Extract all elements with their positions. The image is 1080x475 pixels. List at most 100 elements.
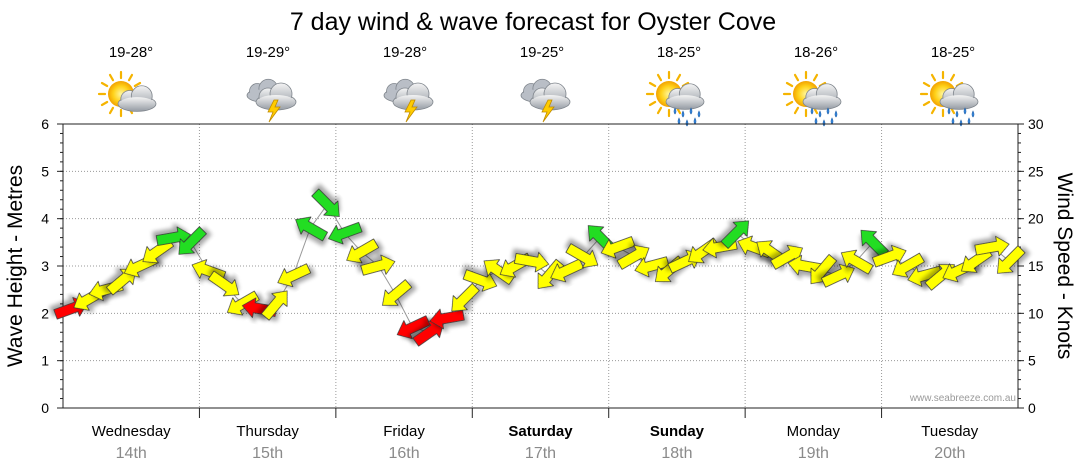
right-tick-label: 30 — [1028, 116, 1044, 132]
wind-arrow — [634, 256, 670, 278]
left-tick-label: 2 — [41, 305, 49, 321]
partly-cloudy-icon — [97, 70, 157, 118]
right-axis-label: Wind Speed - Knots — [1053, 173, 1076, 360]
wind-arrow — [513, 251, 550, 273]
left-axis-label: Wave Height - Metres — [4, 165, 27, 367]
wind-arrow — [451, 283, 480, 312]
wind-arrow — [720, 220, 750, 249]
rain-drop — [689, 107, 693, 115]
day-date-label: 20th — [934, 445, 965, 462]
day-name-label: Tuesday — [921, 423, 978, 440]
day-name-label: Wednesday — [92, 423, 171, 440]
wind-arrow — [226, 290, 260, 316]
cloud-shape — [529, 82, 571, 111]
left-axis: 0 1 2 3 4 5 6 — [41, 116, 63, 416]
rain-drop — [963, 107, 967, 115]
wind-arrow — [974, 235, 1010, 257]
wind-arrow — [360, 254, 396, 276]
left-tick-label: 4 — [41, 211, 49, 227]
day-name-label: Monday — [787, 423, 841, 440]
rain-drop — [826, 107, 830, 115]
thunderstorm-icon — [520, 78, 571, 123]
rain-drop — [830, 117, 834, 125]
wind-arrow — [277, 263, 312, 288]
wind-arrow — [892, 252, 925, 278]
sun-showers-icon — [919, 70, 979, 127]
day-name-label: Thursday — [236, 423, 299, 440]
wind-arrow — [429, 308, 465, 330]
wind-arrow — [840, 249, 874, 275]
rain-drop — [810, 107, 814, 115]
rain-drop — [693, 117, 697, 125]
wind-arrow — [261, 290, 288, 321]
wind-arrow — [346, 238, 380, 264]
wind-arrow — [382, 279, 413, 306]
rain-drop — [681, 110, 685, 118]
temperature-range: 19-28° — [109, 44, 153, 61]
right-tick-label: 0 — [1028, 400, 1036, 416]
rain-drop — [955, 110, 959, 118]
rain-drop — [959, 119, 963, 127]
thunderstorm-icon — [246, 78, 297, 123]
chart-title: 7 day wind & wave forecast for Oyster Co… — [290, 8, 776, 36]
wind-arrow — [396, 315, 431, 340]
rain-drop — [951, 117, 955, 125]
wind-arrow — [997, 245, 1026, 274]
left-tick-label: 5 — [41, 163, 49, 179]
rain-drop — [677, 117, 681, 125]
wind-arrow — [412, 320, 445, 347]
right-tick-label: 5 — [1028, 353, 1036, 369]
rain-drop — [947, 107, 951, 115]
rain-drop — [697, 110, 701, 118]
rain-drop — [971, 110, 975, 118]
rain-drop — [818, 110, 822, 118]
wind-arrow — [295, 216, 328, 242]
day-date-label: 19th — [798, 445, 829, 462]
rain-drop — [685, 119, 689, 127]
day-date-label: 14th — [116, 445, 147, 462]
cloud-shape — [665, 83, 705, 110]
temperature-range: 19-29° — [246, 44, 290, 61]
temperature-range: 18-26° — [794, 44, 838, 61]
day-name-label: Friday — [383, 423, 425, 440]
wind-arrow — [106, 268, 137, 296]
rain-drop — [822, 119, 826, 127]
thunderstorm-icon — [383, 78, 434, 123]
lightning-bolt — [404, 99, 418, 123]
day-name-label: Sunday — [650, 423, 705, 440]
temperature-range: 18-25° — [931, 44, 975, 61]
lightning-bolt — [267, 99, 281, 123]
day-name-label: Saturday — [508, 423, 573, 440]
day-labels: Wednesday 14th Thursday 15th Friday 16th Satur… — [92, 423, 979, 462]
temperature-range: 19-28° — [383, 44, 427, 61]
right-tick-label: 20 — [1028, 211, 1044, 227]
rain-drop — [673, 107, 677, 115]
left-tick-label: 1 — [41, 353, 49, 369]
temperature-range: 19-25° — [520, 44, 564, 61]
wind-arrow — [483, 259, 516, 285]
day-date-label: 18th — [661, 445, 692, 462]
wind-arrow — [600, 236, 636, 259]
wind-arrow — [550, 258, 585, 283]
wind-arrow — [178, 226, 207, 255]
day-date-label: 16th — [389, 445, 420, 462]
rain-drop — [967, 117, 971, 125]
right-axis: 0 5 10 15 20 25 30 — [1018, 116, 1044, 416]
right-tick-label: 15 — [1028, 258, 1044, 274]
rain-drop — [814, 117, 818, 125]
credit-text: www.seabreeze.com.au — [909, 393, 1016, 404]
left-tick-label: 6 — [41, 116, 49, 132]
day-date-label: 17th — [525, 445, 556, 462]
cloud-shape — [392, 82, 434, 111]
wind-arrow — [820, 263, 855, 288]
temperature-range: 18-25° — [657, 44, 701, 61]
rain-drop — [834, 110, 838, 118]
right-tick-label: 10 — [1028, 305, 1044, 321]
cloud-shape — [939, 83, 979, 110]
wind-arrows — [53, 188, 1026, 347]
lightning-bolt — [541, 99, 555, 123]
left-tick-label: 0 — [41, 400, 49, 416]
sun-showers-icon — [645, 70, 705, 127]
sun-showers-icon — [782, 70, 842, 127]
